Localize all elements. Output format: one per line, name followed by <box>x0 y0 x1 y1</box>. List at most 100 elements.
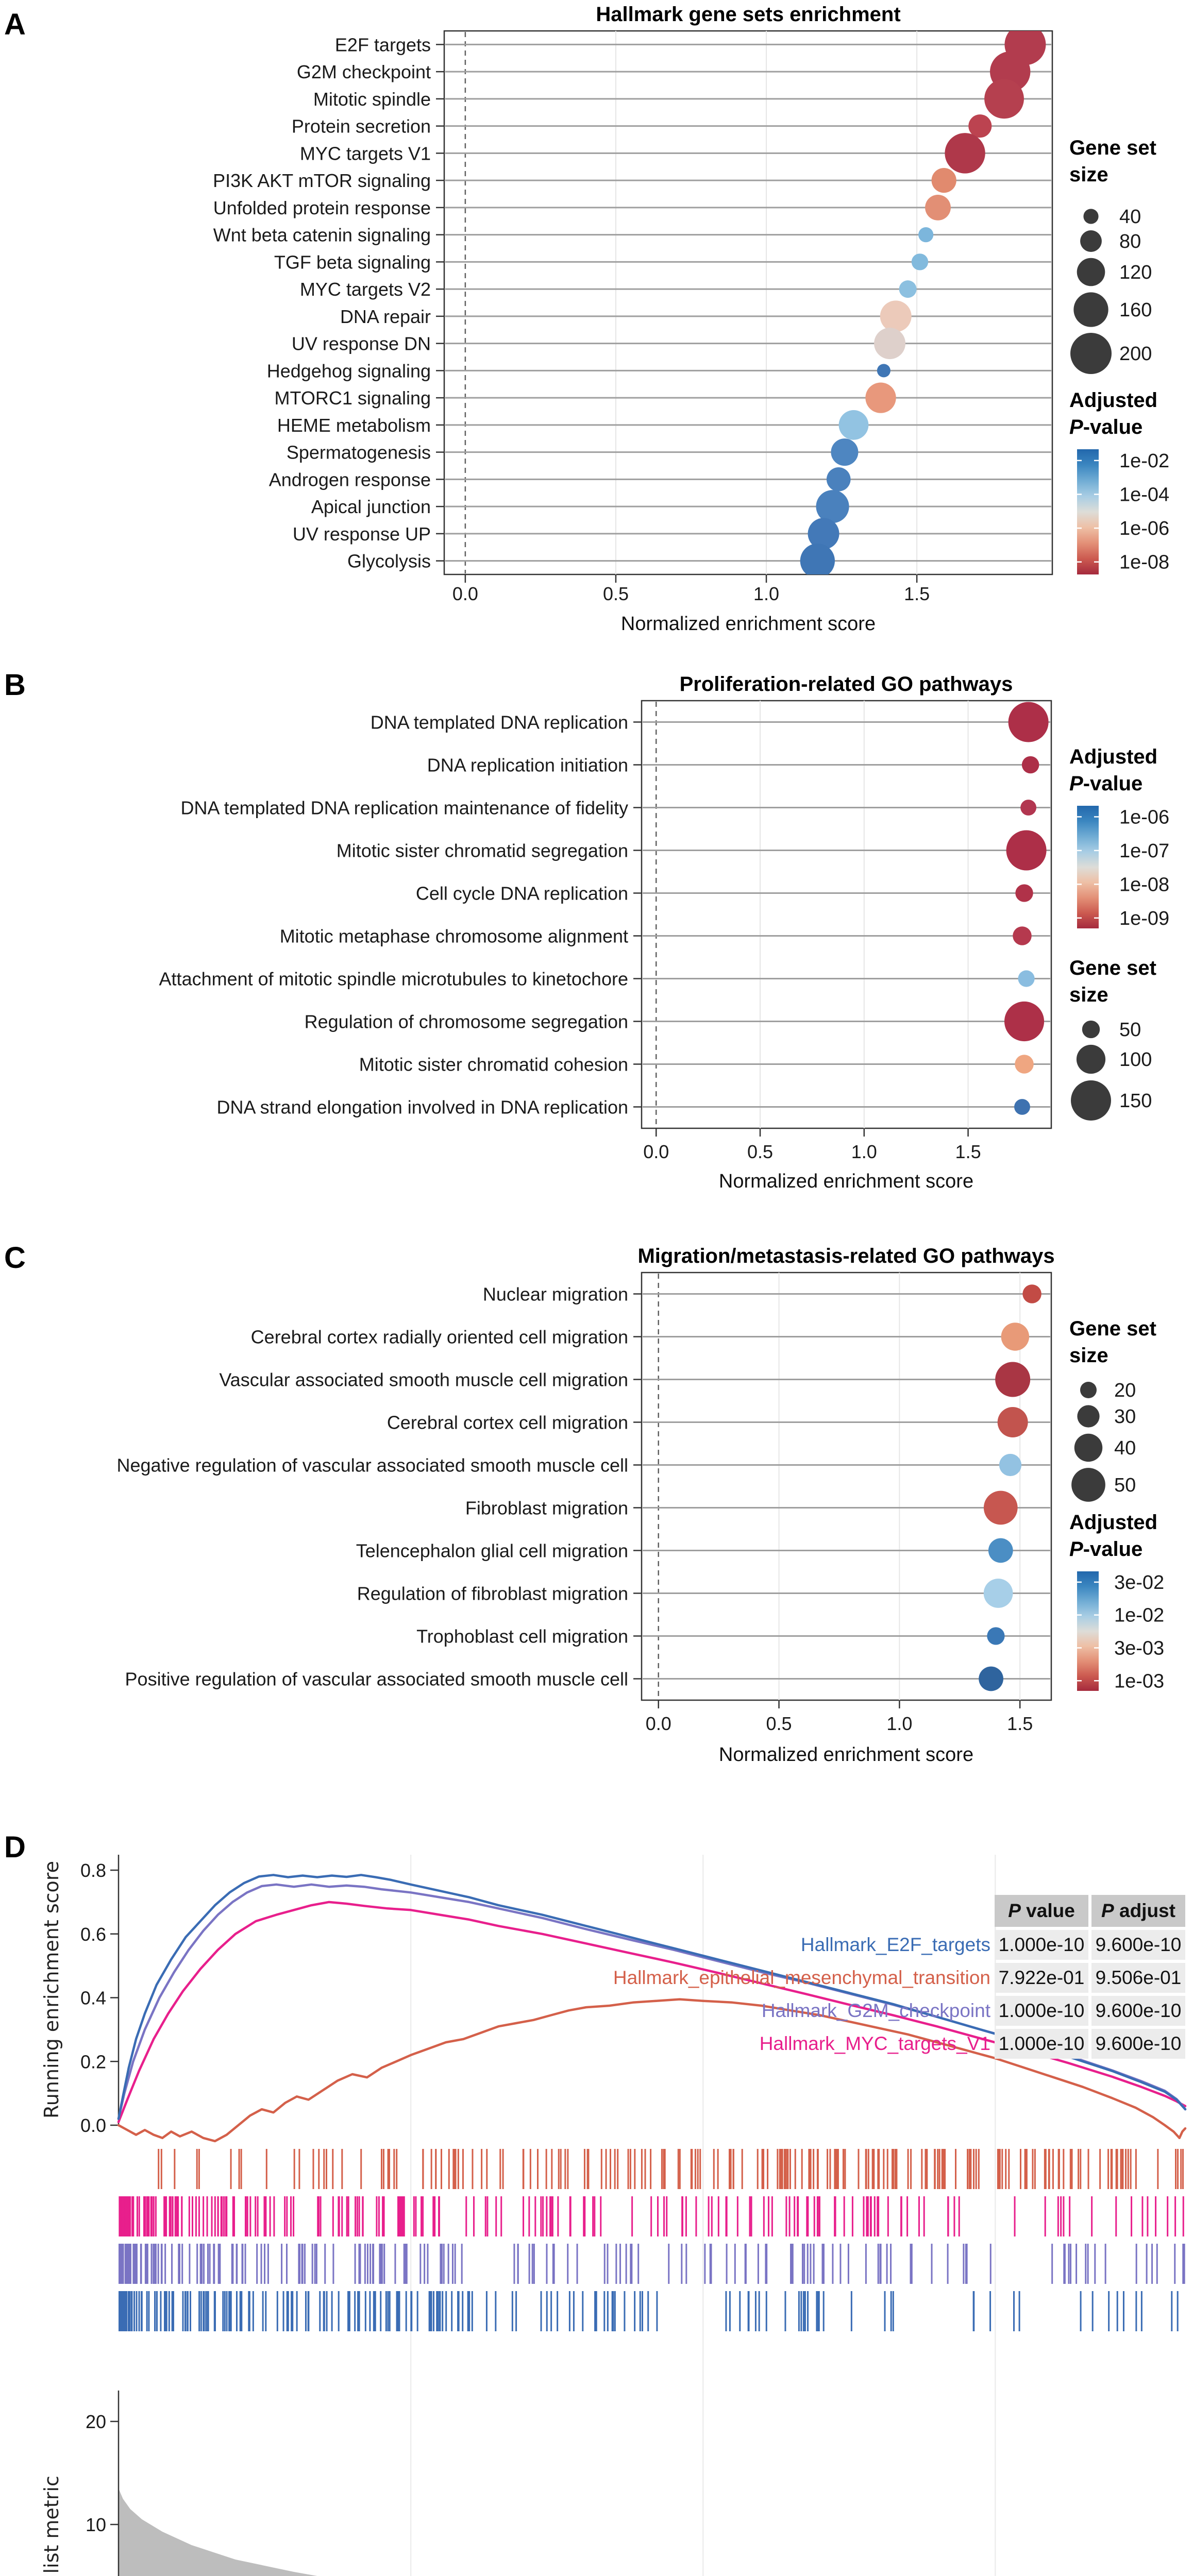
table-corner-spacer <box>559 1895 992 1927</box>
enrichment-dot <box>968 114 992 138</box>
table-padjust-cell: 9.506e-01 <box>1091 1963 1185 1993</box>
rug-Hallmark_E2F_targets <box>119 2291 1179 2331</box>
panel-d-letter: D <box>4 1831 26 1864</box>
svg-text:30: 30 <box>1114 1406 1136 1428</box>
category-label: DNA replication initiation <box>427 755 628 776</box>
category-label: E2F targets <box>335 34 431 55</box>
gsea-pvalue-table: P value P adjust Hallmark_E2F_targets 1.000… <box>559 1895 1185 2059</box>
table-header-padjust: P adjust <box>1091 1895 1185 1927</box>
svg-text:10: 10 <box>86 2514 106 2535</box>
enrichment-dot <box>1015 884 1033 902</box>
panel-c-xlabel: Normalized enrichment score <box>718 1744 974 1766</box>
category-label: Nuclear migration <box>483 1284 628 1305</box>
enrichment-dot <box>816 490 849 523</box>
svg-text:Adjusted: Adjusted <box>1069 745 1157 768</box>
svg-text:Gene set: Gene set <box>1069 137 1156 159</box>
category-label: Androgen response <box>269 469 431 490</box>
svg-text:3e-03: 3e-03 <box>1114 1637 1164 1659</box>
table-series-label: Hallmark_epithelial_mesenchymal_transiti… <box>613 1967 990 1988</box>
svg-text:1.0: 1.0 <box>886 1713 912 1734</box>
enrichment-dot <box>1013 926 1032 945</box>
category-label: Cell cycle DNA replication <box>416 883 628 904</box>
svg-text:50: 50 <box>1119 1019 1141 1041</box>
category-label: HEME metabolism <box>277 415 431 436</box>
svg-text:1e-09: 1e-09 <box>1119 908 1169 929</box>
category-label: TGF beta signaling <box>274 251 431 273</box>
panel-b-letter: B <box>4 668 26 702</box>
category-label: Negative regulation of vascular associat… <box>117 1455 629 1476</box>
category-label: DNA repair <box>340 306 431 327</box>
category-label: Positive regulation of vascular associat… <box>125 1669 628 1690</box>
category-label: Mitotic spindle <box>313 89 431 110</box>
enrichment-dot <box>911 253 929 270</box>
svg-text:200: 200 <box>1119 343 1152 365</box>
category-label: Mitotic sister chromatid segregation <box>337 840 628 861</box>
svg-text:0.5: 0.5 <box>603 583 629 604</box>
svg-text:1e-08: 1e-08 <box>1119 552 1169 573</box>
svg-text:size: size <box>1069 163 1108 186</box>
table-header-pvalue: P value <box>995 1895 1088 1927</box>
panel-d-gsea-plot: 0.00.20.40.60.8-1001020100002000030000 <box>80 1855 1187 2576</box>
category-label: Hedgehog signaling <box>267 360 431 381</box>
panel-a-letter: A <box>4 8 26 41</box>
panel-c-title: Migration/metastasis-related GO pathways <box>637 1245 1055 1267</box>
enrichment-dot <box>865 382 896 413</box>
enrichment-dot <box>931 168 956 193</box>
category-label: Attachment of mitotic spindle microtubul… <box>159 969 628 990</box>
table-pvalue-cell: 1.000e-10 <box>995 1996 1088 2026</box>
es-curve-Hallmark_epithelial_mesenchymal_transition <box>117 1998 1187 2143</box>
svg-text:0.8: 0.8 <box>80 1860 106 1881</box>
table-padjust-cell: 9.600e-10 <box>1091 1996 1185 2026</box>
panel-b-chart: DNA templated DNA replication DNA replica… <box>159 700 1169 1162</box>
svg-text:P-value: P-value <box>1069 416 1142 438</box>
svg-text:0.5: 0.5 <box>766 1713 792 1734</box>
table-pvalue-cell: 7.922e-01 <box>995 1963 1088 1993</box>
category-label: Mitotic metaphase chromosome alignment <box>280 926 628 947</box>
svg-text:80: 80 <box>1119 231 1141 252</box>
svg-text:0.6: 0.6 <box>80 1924 106 1945</box>
rug-Hallmark_MYC_targets_V1 <box>119 2196 1184 2236</box>
svg-text:160: 160 <box>1119 299 1152 321</box>
category-label: DNA strand elongation involved in DNA re… <box>217 1097 628 1118</box>
enrichment-dot <box>925 194 951 221</box>
enrichment-dot <box>983 1579 1013 1608</box>
panel-c-chart: Nuclear migration Cerebral cortex radiall… <box>117 1272 1164 1734</box>
enrichment-dot <box>1022 1284 1041 1303</box>
panel-b-title: Proliferation-related GO pathways <box>679 673 1013 696</box>
svg-text:150: 150 <box>1119 1090 1152 1112</box>
svg-text:1e-06: 1e-06 <box>1119 518 1169 539</box>
svg-text:3e-02: 3e-02 <box>1114 1572 1164 1594</box>
enrichment-dot <box>979 1666 1003 1691</box>
enrichment-dot <box>1001 1323 1030 1351</box>
svg-text:1e-02: 1e-02 <box>1119 450 1169 472</box>
svg-text:Adjusted: Adjusted <box>1069 1511 1157 1534</box>
svg-text:1e-02: 1e-02 <box>1114 1605 1164 1626</box>
enrichment-dot <box>1014 1099 1030 1115</box>
category-label: Apical junction <box>311 496 431 517</box>
enrichment-dot <box>826 467 851 492</box>
svg-text:40: 40 <box>1119 206 1141 228</box>
svg-text:1e-07: 1e-07 <box>1119 840 1169 862</box>
svg-text:1e-06: 1e-06 <box>1119 806 1169 828</box>
svg-text:0.0: 0.0 <box>643 1141 669 1162</box>
svg-text:0.0: 0.0 <box>80 2115 106 2136</box>
svg-text:0.0: 0.0 <box>646 1713 671 1734</box>
enrichment-dot <box>880 300 912 332</box>
category-label: Cerebral cortex radially oriented cell m… <box>251 1327 628 1348</box>
svg-text:0.0: 0.0 <box>452 583 478 604</box>
svg-text:P-value: P-value <box>1069 1538 1142 1561</box>
svg-text:P-value: P-value <box>1069 772 1142 795</box>
category-label: Mitotic sister chromatid cohesion <box>359 1054 628 1075</box>
enrichment-dot <box>800 543 835 574</box>
ranked-list-metric-area <box>119 2488 317 2576</box>
category-label: Regulation of fibroblast migration <box>357 1583 628 1604</box>
svg-text:0.4: 0.4 <box>80 1988 106 2009</box>
category-label: PI3K AKT mTOR signaling <box>213 170 431 191</box>
enrichment-dot <box>1015 1055 1034 1074</box>
svg-text:120: 120 <box>1119 262 1152 283</box>
enrichment-dot <box>808 518 839 550</box>
enrichment-dot <box>1018 970 1035 987</box>
category-label: MTORC1 signaling <box>275 387 431 409</box>
svg-text:1.5: 1.5 <box>955 1141 981 1162</box>
enrichment-dot <box>838 410 869 440</box>
